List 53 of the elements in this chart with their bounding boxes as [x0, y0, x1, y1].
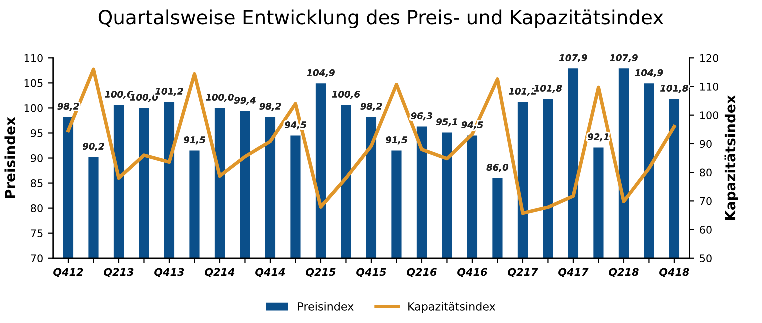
y2-tick-label: 120	[700, 54, 719, 62]
y2-tick-label: 60	[700, 226, 712, 234]
data-label: 91,5	[386, 136, 408, 145]
data-label: 98,2	[360, 103, 382, 112]
x-tick-label: Q217	[508, 268, 538, 278]
data-label: 90,2	[82, 143, 104, 152]
data-label: 96,3	[411, 112, 433, 121]
x-tick-label: Q415	[356, 268, 386, 278]
x-tick-label: Q418	[660, 268, 690, 278]
data-label: 107,9	[560, 54, 588, 63]
data-label: 95,1	[436, 118, 458, 127]
y2-tick-label: 100	[700, 112, 719, 120]
legend-label: Kapazitätsindex	[408, 302, 496, 313]
y-tick-label: 100	[24, 104, 43, 112]
x-tick-label: Q414	[256, 268, 286, 278]
y2-tick-label: 50	[700, 254, 712, 263]
y2-tick-label: 110	[700, 82, 719, 91]
x-tick-label: Q413	[154, 268, 184, 278]
legend-label: Preisindex	[298, 302, 354, 311]
y-tick-label: 85	[31, 180, 43, 188]
x-tick-label: Q417	[558, 268, 589, 278]
chart-title: Quartalsweise Entwicklung des Preis- und Kapazitätsindex	[98, 10, 664, 29]
data-label: 101,8	[534, 85, 562, 94]
data-label: 101,2	[156, 88, 184, 96]
x-tick-label: Q412	[54, 268, 84, 278]
data-label: 100,0	[206, 94, 234, 102]
x-tick-label: Q216	[407, 268, 437, 278]
data-label: 104,9	[635, 70, 664, 78]
x-tick-label: Q214	[205, 268, 235, 278]
data-label: 104,9	[307, 70, 335, 78]
x-tick-label: Q213	[104, 268, 134, 278]
x-tick-label: Q215	[306, 268, 336, 278]
y-tick-label: 105	[24, 79, 43, 88]
y2-tick-label: 90	[700, 140, 712, 148]
y-tick-label: 70	[31, 254, 43, 263]
x-tick-label: Q416	[458, 268, 488, 278]
y-axis-title: Preisindex	[4, 117, 16, 198]
data-label: 107,9	[610, 54, 638, 63]
data-label: 98,2	[260, 103, 282, 112]
y2-tick-label: 70	[700, 197, 712, 206]
y2-tick-label: 80	[700, 168, 712, 177]
y-tick-label: 90	[31, 154, 43, 162]
y-tick-label: 95	[31, 129, 43, 138]
data-label: 99,4	[234, 97, 256, 106]
data-label: 101,8	[660, 85, 688, 94]
data-label: 100,6	[332, 91, 360, 100]
data-label: 91,5	[184, 136, 206, 145]
y-tick-label: 75	[31, 230, 43, 238]
data-label: 86,0	[486, 164, 509, 172]
y2-axis-title: Kapazitätsindex	[724, 95, 738, 220]
y-tick-label: 110	[24, 54, 43, 62]
x-tick-label: Q218	[609, 268, 639, 278]
y-tick-label: 80	[31, 204, 43, 212]
